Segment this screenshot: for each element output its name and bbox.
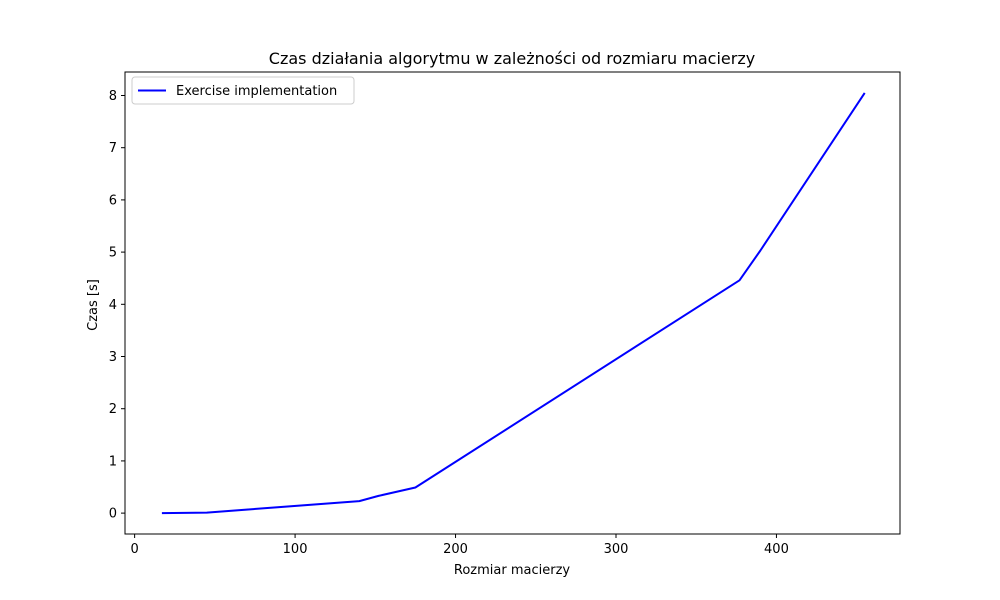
plot-frame [124, 71, 901, 535]
series-layer [161, 92, 866, 515]
y-tick-label: 3 [109, 350, 117, 365]
legend: Exercise implementation [131, 76, 355, 105]
x-axis-label: Rozmiar macierzy [454, 563, 571, 578]
x-tick-label: 300 [604, 542, 629, 557]
y-tick-label: 6 [109, 193, 117, 208]
legend-box [131, 76, 355, 105]
y-tick-label: 8 [109, 89, 117, 104]
series-line-exercise-implementation [161, 92, 866, 515]
y-tick-label: 7 [109, 141, 117, 156]
x-axis: 0 100 200 300 400 [130, 534, 789, 557]
y-tick-label: 5 [109, 246, 117, 261]
x-tick-label: 400 [764, 542, 789, 557]
chart-title: Czas działania algorytmu w zależności od… [269, 49, 755, 68]
legend-label-exercise-implementation: Exercise implementation [176, 84, 337, 99]
y-tick-label: 1 [109, 454, 117, 469]
plot-area [124, 71, 901, 535]
x-tick-label: 200 [443, 542, 468, 557]
x-tick-label: 0 [130, 542, 138, 557]
y-tick-label: 0 [109, 507, 117, 522]
y-axis: 0 1 2 3 4 5 6 7 8 [109, 89, 125, 522]
y-tick-label: 2 [109, 402, 117, 417]
y-axis-label: Czas [s] [86, 279, 101, 331]
y-tick-label: 4 [109, 298, 117, 313]
x-tick-label: 100 [283, 542, 308, 557]
